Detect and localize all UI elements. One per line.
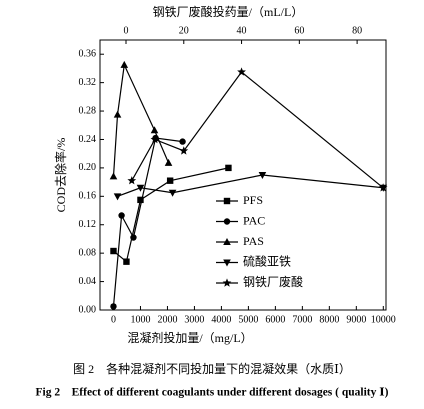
marker [136, 184, 145, 192]
x-tick-label: 5000 [238, 314, 258, 325]
x-tick-label: 3000 [184, 314, 204, 325]
series-line [112, 62, 170, 177]
y-tick-label: 0.08 [79, 247, 97, 258]
legend-label: PFS [243, 193, 263, 207]
x2-tick-label: 80 [352, 25, 362, 36]
x-tick-label: 1000 [130, 314, 150, 325]
y-tick-label: 0.20 [79, 162, 97, 173]
marker [378, 183, 388, 192]
chart-title: 图 2 各种混凝剂不同投加量下的混凝效果（水质Ⅰ） [73, 361, 351, 376]
x2-tick-label: 0 [124, 25, 129, 36]
plot-frame [99, 39, 387, 311]
x-tick-label: 10000 [371, 314, 396, 325]
legend-label: PAC [243, 213, 265, 227]
y-tick-label: 0.16 [79, 191, 97, 202]
x-tick-label: 8000 [319, 314, 339, 325]
marker [130, 234, 137, 241]
series-line [131, 71, 384, 189]
marker [150, 134, 160, 144]
x-tick-label: 2000 [157, 314, 177, 325]
marker [168, 189, 177, 197]
legend-marker [222, 278, 232, 287]
marker [258, 172, 267, 179]
marker [225, 164, 232, 172]
y-tick-label: 0.12 [79, 219, 97, 230]
y-tick-label: 0.00 [79, 304, 97, 315]
marker [237, 67, 246, 76]
legend-marker [223, 197, 231, 205]
legend-marker [223, 259, 231, 267]
marker [113, 110, 122, 118]
x-tick-label: 4000 [211, 314, 231, 325]
legend-label: 硫酸亚铁 [243, 253, 291, 268]
marker [120, 60, 129, 68]
x-axis-label: 混凝剂投加量/（mg/L） [127, 330, 252, 345]
y-axis-label: COD去除率/% [53, 138, 68, 213]
marker [166, 177, 174, 184]
x2-tick-label: 40 [237, 25, 247, 36]
marker [123, 258, 130, 265]
x2-tick-label: 20 [179, 25, 189, 36]
series-line [112, 137, 183, 307]
marker [179, 146, 189, 155]
marker [109, 172, 118, 180]
marker [110, 247, 117, 255]
legend-label: 钢铁厂废酸 [243, 274, 303, 289]
legend-label: PAS [243, 234, 264, 248]
marker [113, 193, 122, 201]
legend-marker [223, 218, 231, 225]
chart-subtitle: Fig 2 Effect of different coagulants und… [36, 387, 389, 399]
x-tick-label: 9000 [346, 314, 366, 325]
x2-tick-label: 60 [294, 25, 304, 36]
legend-marker [223, 238, 231, 245]
y-tick-label: 0.36 [79, 49, 97, 60]
marker [127, 176, 137, 185]
marker [150, 126, 159, 134]
marker [110, 303, 117, 310]
marker [137, 196, 144, 204]
y-tick-label: 0.32 [79, 77, 97, 88]
x-tick-label: 7000 [292, 314, 312, 325]
y-tick-label: 0.04 [79, 276, 97, 287]
marker [179, 138, 186, 145]
y-tick-label: 0.28 [79, 105, 97, 116]
x2-axis-label: 钢铁厂废酸投药量/（mL/L） [153, 4, 304, 19]
marker [118, 212, 125, 219]
y-tick-label: 0.24 [79, 134, 97, 145]
x-tick-label: 0 [111, 314, 116, 325]
x-tick-label: 6000 [265, 314, 285, 325]
marker [164, 158, 173, 166]
